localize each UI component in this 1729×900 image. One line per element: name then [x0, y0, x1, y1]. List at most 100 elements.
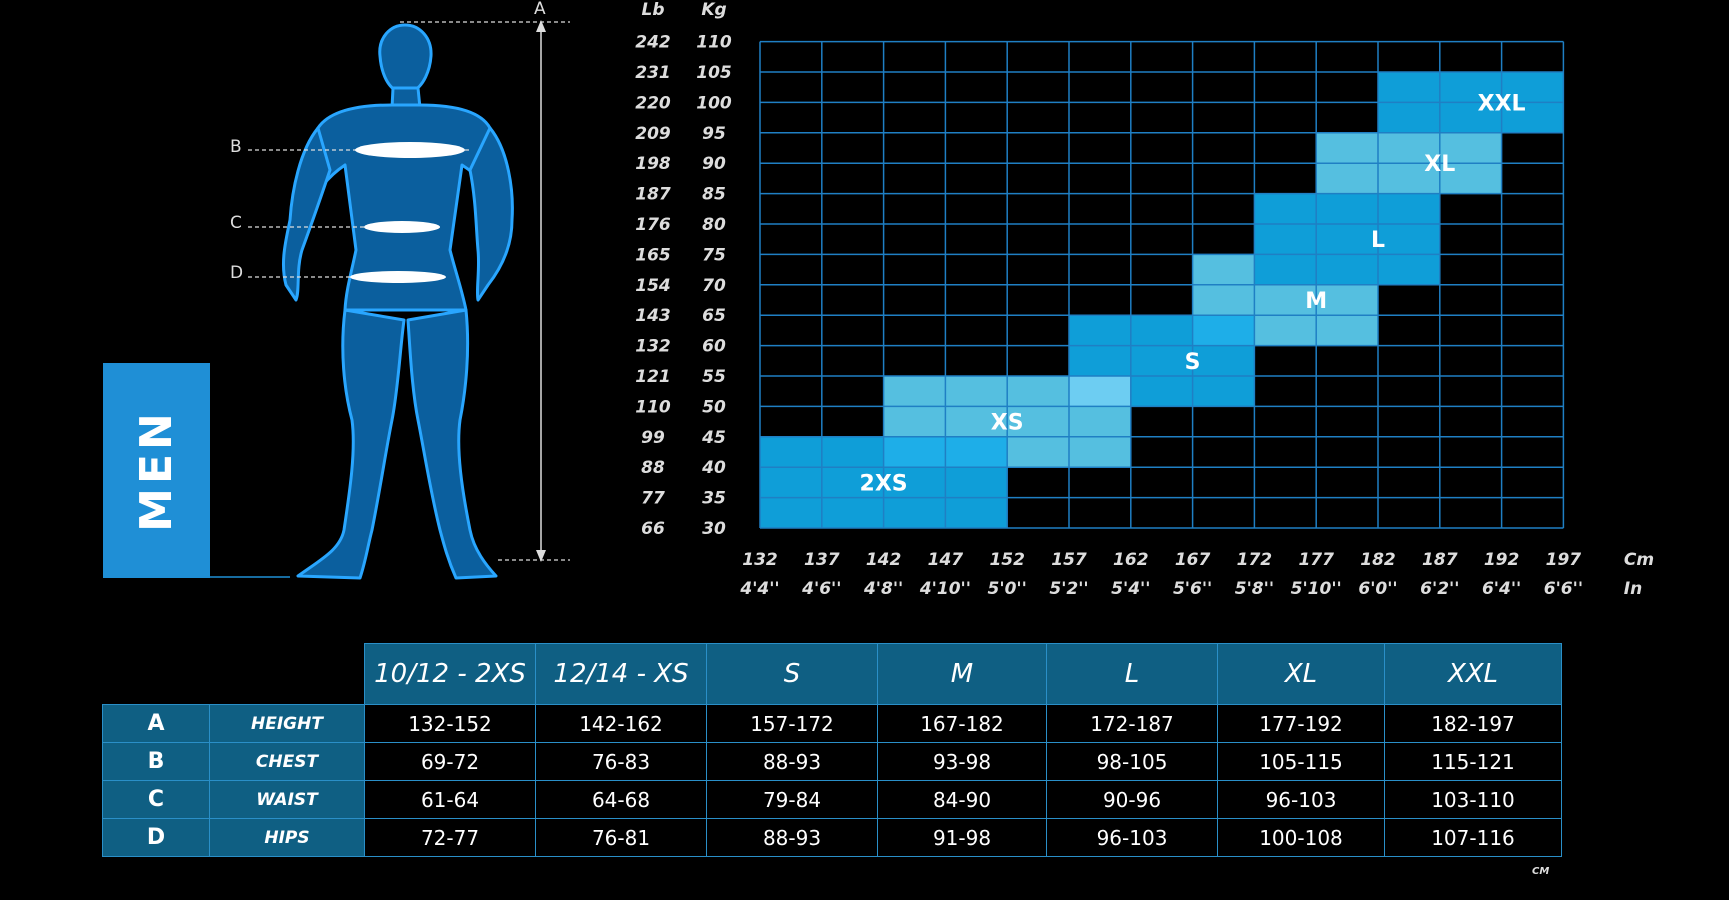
row-measure: CHEST	[209, 742, 365, 781]
x-tick-label-cm: 192	[1484, 550, 1520, 570]
table-cell: 103-110	[1384, 780, 1562, 819]
x-tick-label-cm: 197	[1546, 550, 1582, 570]
size-label: L	[1371, 228, 1385, 253]
y-tick-label-lb: 77	[641, 489, 665, 509]
table-cell: 90-96	[1046, 780, 1218, 819]
y-tick-label-kg: 50	[702, 397, 726, 417]
table-blank-cell	[209, 643, 365, 705]
y-tick-label-kg: 30	[702, 519, 726, 539]
table-cell: 69-72	[364, 742, 536, 781]
x-tick-label-cm: 172	[1237, 550, 1273, 570]
table-cell: 93-98	[877, 742, 1047, 781]
x-tick-label-cm: 182	[1360, 550, 1396, 570]
x-tick-label-in: 5'6''	[1173, 579, 1212, 599]
arrow-down-icon	[536, 550, 546, 562]
x-tick-label-in: 6'6''	[1544, 579, 1583, 599]
table-blank-cell	[102, 643, 210, 705]
y-tick-label-kg: 55	[702, 367, 726, 387]
row-letter: C	[102, 780, 210, 819]
table-cell: 107-116	[1384, 818, 1562, 857]
y-tick-label-lb: 132	[635, 337, 671, 357]
y-tick-label-lb: 231	[635, 63, 671, 83]
y-tick-label-lb: 154	[635, 276, 671, 296]
table-header-cell: M	[877, 643, 1047, 705]
y-tick-label-lb: 88	[641, 458, 665, 478]
y-tick-label-kg: 35	[702, 489, 726, 509]
size-label: XL	[1424, 152, 1455, 177]
x-tick-label-cm: 167	[1175, 550, 1211, 570]
table-cell: 64-68	[535, 780, 707, 819]
table-header-cell: S	[706, 643, 878, 705]
y-tick-label-lb: 198	[635, 154, 671, 174]
table-cell: 105-115	[1217, 742, 1385, 781]
table-cell: 91-98	[877, 818, 1047, 857]
table-cell: 100-108	[1217, 818, 1385, 857]
size-chart: 2XS XS S M L XL XXL Lb Kg 242 110 231 105 220 100 209 95…	[635, 0, 1654, 599]
arrow-up-icon	[536, 20, 546, 32]
y-tick-label-lb: 66	[641, 519, 665, 539]
table-cell: 96-103	[1217, 780, 1385, 819]
x-tick-label-in: 5'10''	[1291, 579, 1342, 599]
table-row: A HEIGHT 132-152 142-162 157-172 167-182…	[102, 704, 1562, 743]
table-cell: 88-93	[706, 818, 878, 857]
table-row: B CHEST 69-72 76-83 88-93 93-98 98-105 1…	[102, 742, 1562, 781]
marker-b: B	[230, 137, 242, 157]
x-tick-label-in: 6'4''	[1482, 579, 1521, 599]
table-cell: 88-93	[706, 742, 878, 781]
size-label: XXL	[1478, 91, 1526, 116]
table-cell: 61-64	[364, 780, 536, 819]
y-tick-label-kg: 70	[702, 276, 726, 296]
y-tick-label-kg: 95	[702, 124, 726, 144]
overlap-block	[1192, 315, 1255, 346]
table-row: C WAIST 61-64 64-68 79-84 84-90 90-96 96…	[102, 780, 1562, 819]
y-tick-label-kg: 65	[702, 306, 726, 326]
y-tick-label-lb: 143	[635, 306, 671, 326]
table-cell: 76-83	[535, 742, 707, 781]
size-label: S	[1185, 350, 1201, 375]
marker-c: C	[230, 213, 242, 233]
size-label: XS	[991, 411, 1024, 436]
y-tick-label-kg: 85	[702, 185, 726, 205]
table-cell: 167-182	[877, 704, 1047, 743]
marker-a: A	[534, 0, 546, 19]
table-cell: 115-121	[1384, 742, 1562, 781]
table-header-cell: XXL	[1384, 643, 1562, 705]
x-tick-label-in: 5'4''	[1111, 579, 1150, 599]
size-label: 2XS	[860, 471, 908, 496]
y-tick-label-kg: 75	[702, 245, 726, 265]
table-cell: 84-90	[877, 780, 1047, 819]
y-tick-label-lb: 165	[635, 245, 671, 265]
x-tick-label-cm: 147	[928, 550, 964, 570]
x-tick-label-cm: 187	[1422, 550, 1458, 570]
table-row: D HIPS 72-77 76-81 88-93 91-98 96-103 10…	[102, 818, 1562, 857]
body-figure-illustration: A B C D	[210, 0, 570, 580]
table-cell: 132-152	[364, 704, 536, 743]
row-measure: HIPS	[209, 818, 365, 857]
x-tick-label-cm: 162	[1113, 550, 1149, 570]
y-tick-label-lb: 209	[635, 124, 671, 144]
y-tick-label-lb: 176	[635, 215, 671, 235]
overlap-block	[1069, 376, 1131, 407]
chest-band	[355, 142, 465, 158]
table-cell: 172-187	[1046, 704, 1218, 743]
men-block	[103, 363, 210, 578]
x-tick-label-in: 5'0''	[988, 579, 1027, 599]
table-cell: 142-162	[535, 704, 707, 743]
table-header-cell: XL	[1217, 643, 1385, 705]
table-cell: 98-105	[1046, 742, 1218, 781]
waist-band	[364, 221, 440, 233]
marker-d: D	[230, 263, 243, 283]
y-tick-label-kg: 45	[701, 428, 726, 448]
hips-band	[350, 271, 446, 283]
x-tick-label-cm: 132	[742, 550, 778, 570]
table-cell: 157-172	[706, 704, 878, 743]
row-letter: D	[102, 818, 210, 857]
table-cell: 79-84	[706, 780, 878, 819]
x-tick-label-cm: 152	[989, 550, 1025, 570]
x-tick-label-in: 4'10''	[919, 579, 971, 599]
row-letter: B	[102, 742, 210, 781]
row-letter: A	[102, 704, 210, 743]
y-tick-label-lb: 121	[635, 367, 671, 387]
x-tick-label-in: 6'2''	[1420, 579, 1459, 599]
x-tick-label-in: 6'0''	[1358, 579, 1397, 599]
